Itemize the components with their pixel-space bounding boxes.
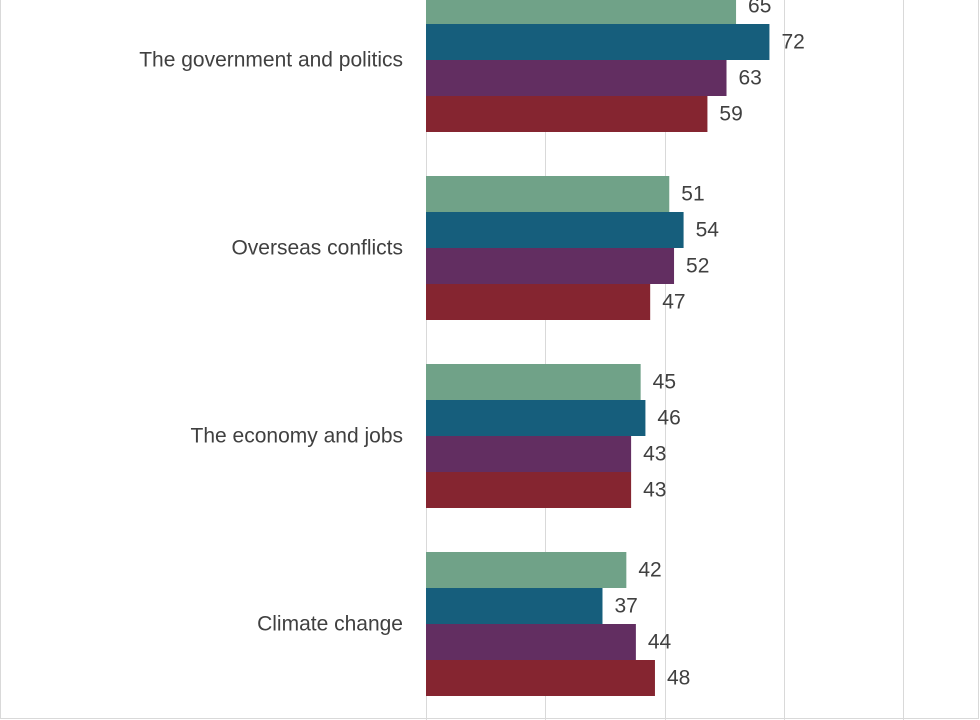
bar-series-4 [426,284,651,320]
bar-series-4 [426,472,632,508]
bar-series-3 [426,60,727,96]
bar-series-3 [426,248,675,284]
category-label: Overseas conflicts [231,237,403,260]
bar-series-1 [426,364,641,400]
category-label: Climate change [257,613,403,636]
bar-series-3 [426,624,636,660]
bar-series-1 [426,0,737,24]
value-label: 48 [667,667,690,690]
value-label: 72 [781,31,804,54]
value-label: 44 [648,631,672,654]
bars [426,0,770,696]
value-label: 59 [719,103,742,126]
value-label: 51 [681,183,704,206]
bar-series-2 [426,24,770,60]
value-label: 63 [739,67,762,90]
bar-series-2 [426,212,684,248]
value-label: 54 [696,219,720,242]
value-label: 52 [686,255,709,278]
value-label: 42 [638,559,661,582]
category-label: The economy and jobs [191,425,403,448]
bar-series-1 [426,176,670,212]
bar-series-4 [426,96,708,132]
category-labels: The government and politics Overseas conf… [139,49,403,636]
value-label: 47 [662,291,685,314]
value-label: 46 [657,407,680,430]
value-label: 43 [643,443,666,466]
bar-series-4 [426,660,655,696]
bar-series-2 [426,400,646,436]
category-label: The government and politics [139,49,403,72]
bar-series-3 [426,436,632,472]
value-label: 45 [653,371,676,394]
value-label: 65 [748,0,771,18]
bar-series-2 [426,588,603,624]
value-label: 43 [643,479,666,502]
bar-series-1 [426,552,627,588]
value-label: 37 [614,595,637,618]
